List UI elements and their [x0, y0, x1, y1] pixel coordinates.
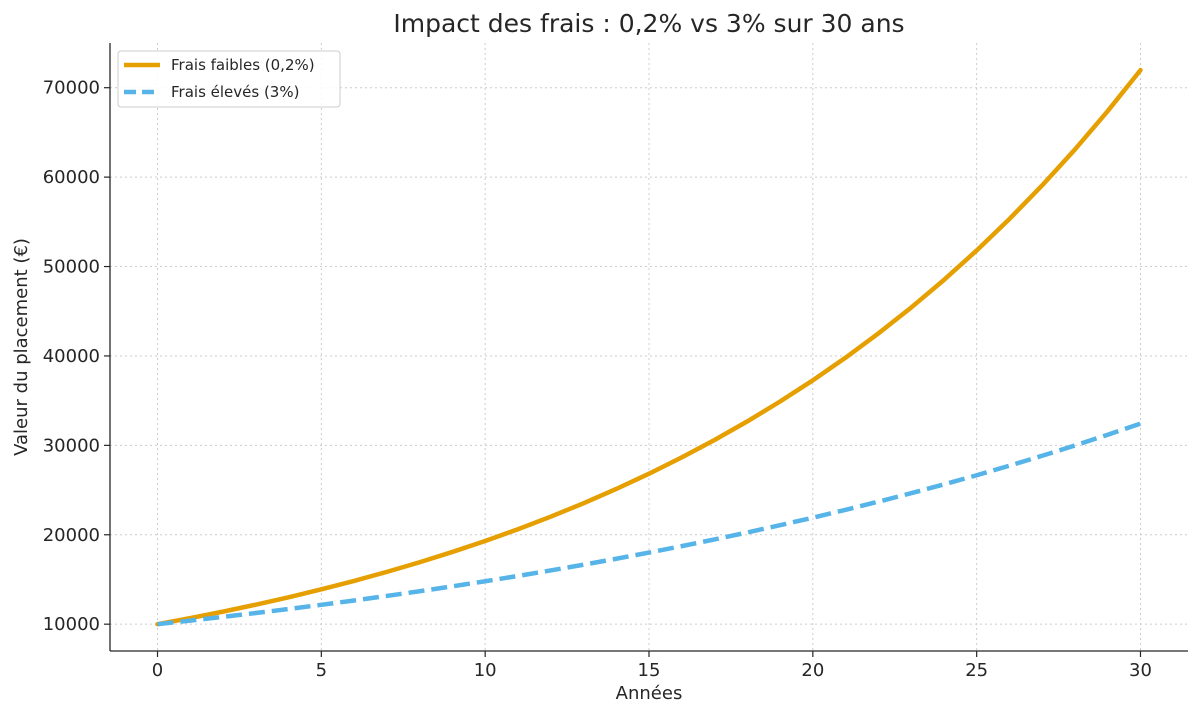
y-tick-label: 40000 [43, 346, 100, 367]
y-tick-label: 50000 [43, 257, 100, 278]
x-tick-label: 10 [474, 660, 497, 681]
y-axis-label: Valeur du placement (€) [11, 238, 32, 456]
x-tick-label: 5 [316, 660, 327, 681]
series-group [155, 67, 1143, 627]
legend-box [117, 50, 341, 108]
y-tick-label: 70000 [43, 78, 100, 99]
legend-entry-label: Frais faibles (0,2%) [171, 56, 315, 74]
grid-lines [110, 43, 1188, 651]
x-axis-ticks: 0 5 10 15 20 25 30 [152, 651, 1152, 681]
x-tick-label: 15 [638, 660, 661, 681]
y-axis-ticks: 10000 20000 30000 40000 50000 60000 70000 [43, 78, 110, 635]
x-tick-label: 0 [152, 660, 163, 681]
y-tick-label: 60000 [43, 167, 100, 188]
y-tick-label: 10000 [43, 614, 100, 635]
x-tick-label: 20 [801, 660, 824, 681]
x-axis-label: Années [616, 683, 683, 704]
legend: Frais faibles (0,2%) Frais élevés (3%) [117, 50, 341, 108]
y-tick-label: 30000 [43, 435, 100, 456]
series-line-1 [155, 67, 1143, 627]
y-tick-label: 20000 [43, 525, 100, 546]
series-line-2 [157, 421, 1142, 627]
x-tick-label: 25 [965, 660, 988, 681]
legend-entry-label: Frais élevés (3%) [171, 83, 299, 101]
x-tick-label: 30 [1129, 660, 1152, 681]
chart-title: Impact des frais : 0,2% vs 3% sur 30 ans [393, 9, 904, 38]
